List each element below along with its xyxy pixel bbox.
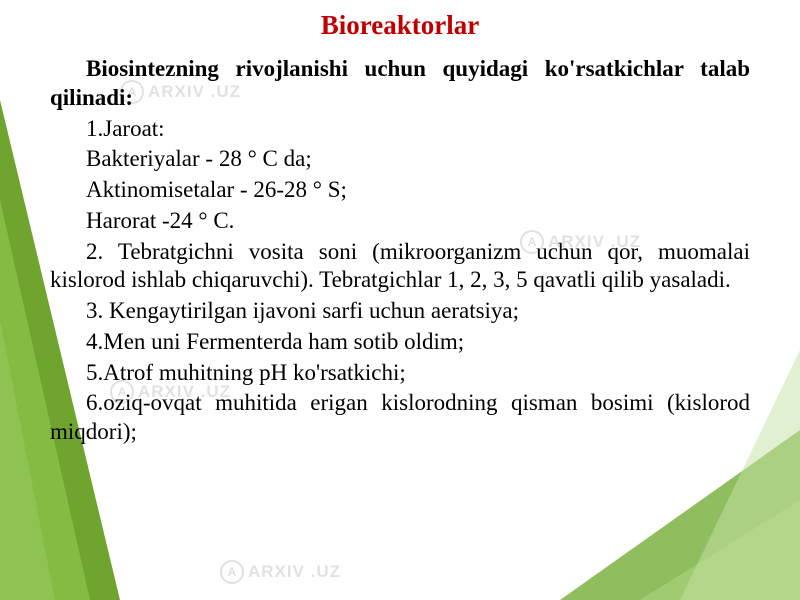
- body-text: Biosintezning rivojlanishi uchun quyidag…: [50, 55, 750, 447]
- slide-content: Bioreaktorlar Biosintezning rivojlanishi…: [0, 0, 800, 459]
- paragraph: Biosintezning rivojlanishi uchun quyidag…: [50, 55, 750, 113]
- slide-title: Bioreaktorlar: [50, 10, 750, 41]
- watermark-text: ARXIV .UZ: [248, 562, 341, 582]
- paragraph: 2. Tebratgichni vosita soni (mikroorgani…: [50, 238, 750, 296]
- paragraph: 4.Men uni Fermenterda ham sotib oldim;: [50, 328, 750, 357]
- paragraph: Aktinomisetalar - 26-28 ° S;: [50, 176, 750, 205]
- paragraph: 1.Jaroat:: [50, 115, 750, 144]
- paragraph: Bakteriyalar - 28 ° C da;: [50, 145, 750, 174]
- paragraph: 6.oziq-ovqat muhitida erigan kislorodnin…: [50, 389, 750, 447]
- paragraph: 5.Atrof muhitning pH ko'rsatkichi;: [50, 359, 750, 388]
- paragraph: 3. Kengaytirilgan ijavoni sarfi uchun ae…: [50, 297, 750, 326]
- watermark: ARXIV .UZ: [220, 560, 341, 584]
- paragraph: Harorat -24 ° C.: [50, 207, 750, 236]
- watermark-icon: [220, 560, 244, 584]
